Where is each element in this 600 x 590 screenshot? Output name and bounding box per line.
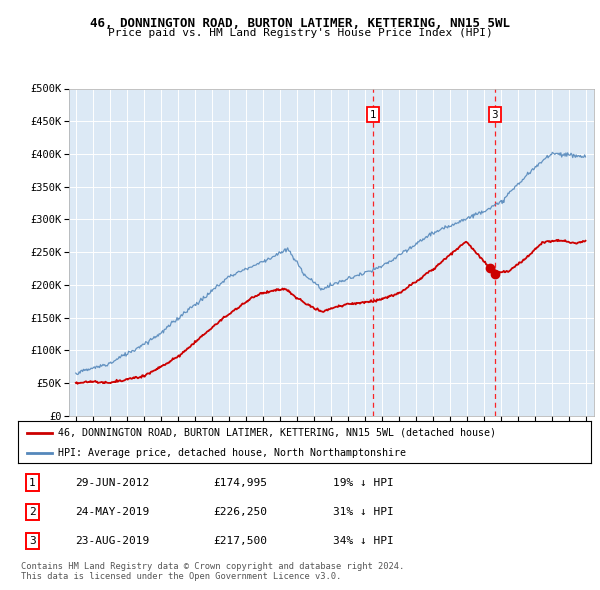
Text: 46, DONNINGTON ROAD, BURTON LATIMER, KETTERING, NN15 5WL: 46, DONNINGTON ROAD, BURTON LATIMER, KET… <box>90 17 510 30</box>
Text: 24-MAY-2019: 24-MAY-2019 <box>76 507 149 517</box>
Text: 3: 3 <box>29 536 36 546</box>
Text: Price paid vs. HM Land Registry's House Price Index (HPI): Price paid vs. HM Land Registry's House … <box>107 28 493 38</box>
Text: This data is licensed under the Open Government Licence v3.0.: This data is licensed under the Open Gov… <box>21 572 341 581</box>
Text: 23-AUG-2019: 23-AUG-2019 <box>76 536 149 546</box>
Text: 19% ↓ HPI: 19% ↓ HPI <box>333 477 394 487</box>
Text: 29-JUN-2012: 29-JUN-2012 <box>76 477 149 487</box>
Text: 1: 1 <box>370 110 376 120</box>
Text: £226,250: £226,250 <box>213 507 267 517</box>
Text: HPI: Average price, detached house, North Northamptonshire: HPI: Average price, detached house, Nort… <box>58 448 406 457</box>
Text: Contains HM Land Registry data © Crown copyright and database right 2024.: Contains HM Land Registry data © Crown c… <box>21 562 404 571</box>
Text: £174,995: £174,995 <box>213 477 267 487</box>
Text: 1: 1 <box>29 477 36 487</box>
Text: 46, DONNINGTON ROAD, BURTON LATIMER, KETTERING, NN15 5WL (detached house): 46, DONNINGTON ROAD, BURTON LATIMER, KET… <box>58 428 496 438</box>
Text: 31% ↓ HPI: 31% ↓ HPI <box>333 507 394 517</box>
Text: 3: 3 <box>491 110 498 120</box>
Text: £217,500: £217,500 <box>213 536 267 546</box>
Text: 34% ↓ HPI: 34% ↓ HPI <box>333 536 394 546</box>
Text: 2: 2 <box>29 507 36 517</box>
